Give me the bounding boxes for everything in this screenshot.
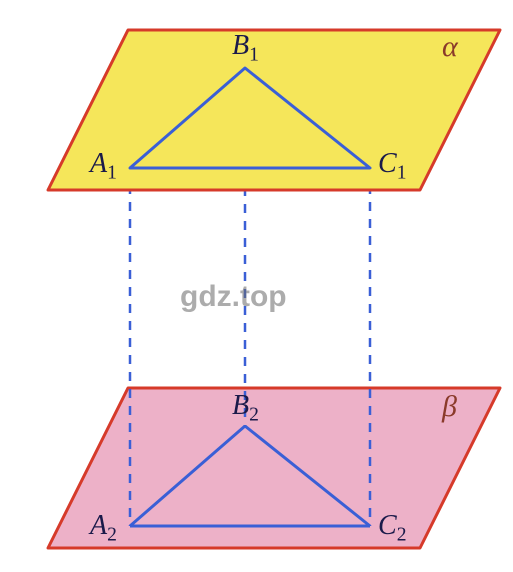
vertex-label-c2: C2 bbox=[378, 510, 406, 547]
vertex-label-b1: B1 bbox=[232, 30, 259, 67]
plane-label-beta: β bbox=[442, 390, 457, 424]
vertex-label-a2: A2 bbox=[90, 510, 117, 547]
label-main: A bbox=[90, 510, 107, 541]
plane-label-alpha: α bbox=[442, 30, 458, 64]
watermark-text: gdz.top bbox=[180, 280, 287, 314]
label-main: C bbox=[378, 148, 397, 179]
label-sub: 2 bbox=[249, 405, 259, 426]
label-sub: 1 bbox=[397, 163, 407, 184]
vertex-label-b2: B2 bbox=[232, 390, 259, 427]
label-main: B bbox=[232, 390, 249, 421]
vertex-label-a1: A1 bbox=[90, 148, 117, 185]
label-sub: 2 bbox=[107, 525, 117, 546]
label-sub: 2 bbox=[397, 525, 407, 546]
label-main: A bbox=[90, 148, 107, 179]
label-sub: 1 bbox=[107, 163, 117, 184]
label-main: C bbox=[378, 510, 397, 541]
label-sub: 1 bbox=[249, 45, 259, 66]
label-main: B bbox=[232, 30, 249, 61]
vertex-label-c1: C1 bbox=[378, 148, 406, 185]
